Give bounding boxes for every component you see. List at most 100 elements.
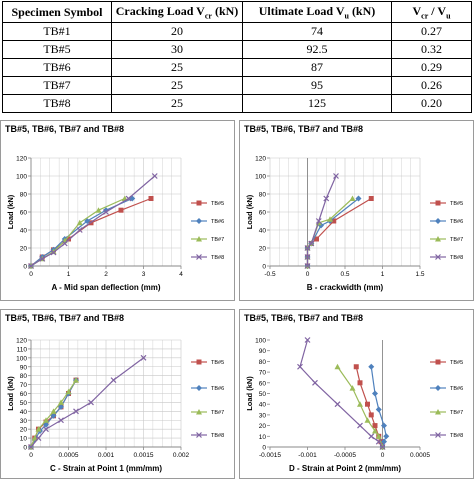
data-point (334, 363, 341, 370)
data-point (368, 363, 375, 370)
series-line (30, 197, 152, 267)
data-point (88, 399, 94, 406)
cell-cracking-load: 25 (111, 76, 243, 95)
data-point (95, 207, 102, 213)
data-point (28, 444, 34, 450)
y-tick-label: 20 (259, 246, 267, 253)
legend-marker (435, 432, 441, 438)
data-point (372, 390, 378, 397)
data-point (50, 412, 57, 419)
data-point (381, 438, 387, 445)
y-tick-label: 40 (20, 228, 28, 235)
x-axis-label: A - Mid span deflection (mm) (51, 283, 160, 292)
y-tick-label: 20 (259, 423, 267, 430)
data-point (375, 438, 382, 445)
data-point (312, 379, 318, 386)
cell-cracking-load: 30 (111, 40, 243, 59)
data-point (39, 255, 46, 262)
data-point (50, 408, 57, 414)
data-point (375, 406, 382, 413)
cell-ultimate-load: 95 (242, 76, 392, 95)
cell-ultimate-load: 92.5 (242, 40, 392, 59)
data-point (61, 240, 68, 247)
legend-marker (435, 359, 441, 365)
series-line (299, 339, 383, 448)
legend-marker (435, 385, 441, 391)
data-point (110, 377, 117, 384)
cell-specimen: TB#1 (2, 22, 112, 41)
x-tick-label: 0 (306, 271, 310, 278)
data-point (58, 417, 64, 424)
y-axis-label: Load (kN) (245, 194, 254, 229)
legend-label: TB#7 (450, 237, 463, 243)
data-point (383, 433, 390, 440)
y-tick-label: 100 (255, 338, 266, 345)
y-tick-label: 10 (259, 434, 267, 441)
data-point (349, 385, 356, 391)
legend-marker (435, 218, 441, 224)
data-point (140, 354, 147, 361)
cell-cracking-load: 25 (111, 94, 243, 113)
chart-title: TB#5, TB#6, TB#7 and TB#8 (244, 313, 364, 323)
y-tick-label: 0 (262, 264, 266, 271)
legend-marker (196, 409, 202, 415)
legend-label: TB#6 (450, 219, 463, 225)
y-tick-label: 0 (23, 264, 27, 271)
table-header-row: Specimen Symbol Cracking Load Vcr (kN) U… (2, 1, 472, 23)
data-point (372, 423, 378, 429)
y-tick-label: 10 (20, 436, 28, 443)
data-point (58, 399, 64, 405)
chart-d-strain-point-2: 0 10 20 30 40 50 60 70 80 90 100 -0.0015 -0.001 -0.00… (245, 337, 463, 473)
data-point (35, 435, 42, 442)
y-tick-label: 60 (20, 210, 28, 217)
chart-title: TB#5, TB#6, TB#7 and TB#8 (5, 124, 125, 134)
y-tick-label: 0 (23, 445, 27, 452)
chart-panel-a: TB#5, TB#6, TB#7 and TB#8 0 20 40 60 80 100 12… (0, 120, 235, 301)
data-point (76, 227, 83, 233)
cell-ratio: 0.27 (391, 22, 472, 41)
y-tick-label: 30 (20, 418, 28, 425)
legend-marker (435, 236, 441, 242)
data-point (118, 207, 124, 213)
x-tick-label: 0.5 (340, 271, 349, 278)
cell-ultimate-load: 74 (242, 22, 392, 41)
legend-label: TB#7 (211, 237, 224, 243)
y-tick-label: 100 (16, 355, 27, 362)
legend-marker (435, 200, 441, 206)
legend-label: TB#8 (211, 433, 224, 439)
x-tick-label: -0.5 (264, 271, 276, 278)
y-tick-label: 80 (259, 359, 267, 366)
data-point (333, 173, 339, 179)
header-cracking-load: Cracking Load Vcr (kN) (111, 1, 243, 23)
y-tick-label: 50 (20, 400, 28, 407)
data-point (331, 218, 337, 224)
x-tick-label: 0.001 (98, 452, 115, 459)
chart-panel-b: TB#5, TB#6, TB#7 and TB#8 0 20 40 60 80 100 12… (239, 120, 474, 301)
y-tick-label: 60 (20, 391, 28, 398)
data-point (323, 195, 330, 202)
table-row: TB#7 25 95 0.26 (2, 76, 472, 95)
legend-marker (196, 236, 202, 242)
data-point (103, 209, 109, 215)
x-tick-label: 0 (381, 452, 385, 459)
x-axis-label: D - Strain at Point 2 (mm/mm) (289, 464, 401, 473)
data-point (304, 254, 311, 260)
x-tick-label: 3 (142, 271, 146, 278)
data-point (379, 444, 386, 450)
data-point (35, 426, 42, 432)
cell-ratio: 0.32 (391, 40, 472, 59)
y-tick-label: 20 (20, 246, 28, 253)
legend-marker (196, 385, 202, 391)
x-tick-label: 0.002 (173, 452, 190, 459)
legend-marker (196, 200, 202, 206)
legend-label: TB#5 (211, 201, 224, 207)
legend-label: TB#7 (211, 410, 224, 416)
y-tick-label: 80 (20, 192, 28, 199)
cell-ratio: 0.26 (391, 76, 472, 95)
x-tick-label: -0.0005 (334, 452, 356, 459)
x-tick-label: 1.5 (415, 271, 424, 278)
table-row: TB#1 20 74 0.27 (2, 22, 472, 41)
data-point (58, 403, 64, 410)
cell-cracking-load: 25 (111, 58, 243, 77)
y-axis-label: Load (kN) (6, 194, 15, 229)
